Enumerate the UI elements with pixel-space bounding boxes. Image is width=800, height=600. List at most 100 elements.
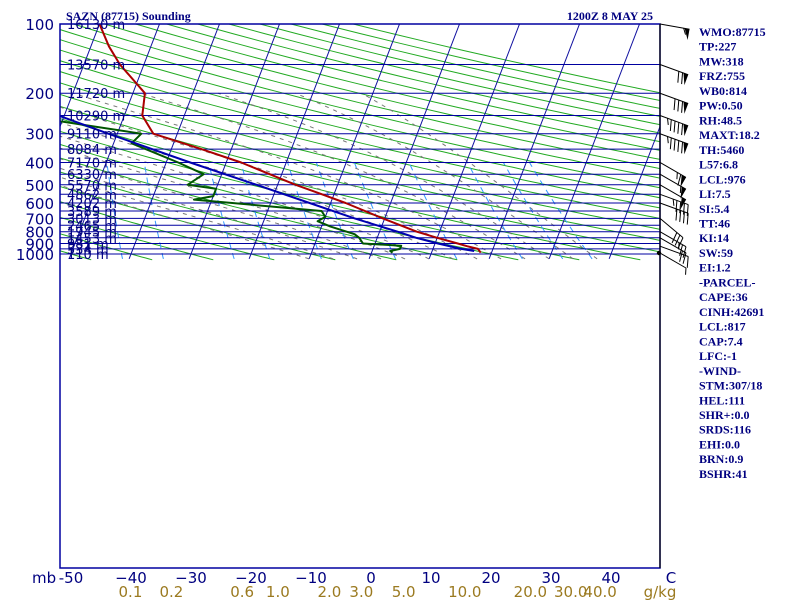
height-label: 9110 m bbox=[67, 128, 117, 143]
mixing-ratio-label: 3.0 bbox=[349, 583, 373, 600]
dry-adiabat bbox=[228, 24, 660, 126]
stability-index: CAPE:36 bbox=[699, 290, 748, 304]
pressure-tick-label: 900 bbox=[25, 235, 54, 253]
wind-barb-feather bbox=[686, 256, 689, 268]
wind-barb-feather bbox=[681, 141, 684, 154]
height-label: 11720 m bbox=[67, 87, 125, 102]
surface-wind-dot bbox=[656, 250, 662, 256]
moist-adiabat bbox=[60, 158, 382, 260]
stability-index: KI:14 bbox=[699, 231, 729, 245]
height-label: 4862 m bbox=[67, 188, 117, 203]
isotherm bbox=[608, 125, 660, 260]
mixing-ratio-label: g/kg bbox=[644, 583, 677, 600]
dry-adiabat bbox=[197, 24, 660, 134]
mixing-ratio-label: 30.0 bbox=[554, 583, 587, 600]
wind-barb-feather bbox=[677, 174, 682, 186]
mixing-ratio-line bbox=[208, 162, 235, 260]
dry-adiabat bbox=[60, 60, 660, 209]
stability-index: FRZ:755 bbox=[699, 69, 745, 83]
isotherm bbox=[488, 24, 581, 260]
pressure-tick-label: 700 bbox=[25, 210, 54, 228]
height-label: 16130 m bbox=[67, 18, 125, 33]
temperature-tick-label: C bbox=[666, 569, 676, 587]
mixing-ratio-label: 0.1 bbox=[119, 583, 143, 600]
wind-barb-pennant bbox=[680, 175, 686, 187]
isotherm bbox=[188, 24, 281, 260]
isotherm bbox=[68, 24, 161, 260]
wind-barbs bbox=[656, 23, 690, 275]
wind-barb-feather bbox=[681, 72, 684, 85]
temperature-tick-label: 0 bbox=[366, 569, 376, 587]
stability-index: PW:0.50 bbox=[699, 99, 743, 113]
pressure-tick-label: 100 bbox=[25, 16, 54, 34]
wind-barb-feather bbox=[677, 122, 680, 134]
wind-barb bbox=[659, 64, 689, 86]
mixing-ratio-line bbox=[315, 162, 354, 260]
isotherm bbox=[548, 24, 641, 260]
height-label: 5570 m bbox=[67, 179, 117, 194]
stability-index: SRDS:116 bbox=[699, 423, 751, 437]
parcel-profile bbox=[60, 115, 475, 252]
stability-index: MAXT:18.2 bbox=[699, 128, 760, 142]
height-label: 6330 m bbox=[67, 168, 117, 183]
wind-barb-staff bbox=[659, 115, 689, 127]
stability-index: BSHR:41 bbox=[699, 467, 748, 481]
profile-lines bbox=[60, 24, 482, 254]
moist-adiabat bbox=[140, 92, 526, 260]
stability-index: L57:6.8 bbox=[699, 158, 738, 172]
wind-barb-feather bbox=[667, 118, 669, 126]
stability-index: -PARCEL- bbox=[699, 275, 755, 289]
wind-barb-feather bbox=[679, 201, 682, 214]
stability-index: SHR+:0.0 bbox=[699, 408, 750, 422]
isotherm bbox=[308, 24, 401, 260]
height-label: 10290 m bbox=[67, 110, 125, 125]
pressure-tick-label: 500 bbox=[25, 177, 54, 195]
temperature-tick-label: −20 bbox=[235, 569, 267, 587]
mixing-ratio-line bbox=[467, 162, 523, 260]
dry-adiabat bbox=[60, 29, 660, 179]
mixing-ratio-label: 0.6 bbox=[230, 583, 254, 600]
wind-barb-staff bbox=[659, 162, 687, 178]
wind-barb bbox=[659, 184, 687, 210]
stability-index: LCL:976 bbox=[699, 172, 746, 186]
wind-barb-feather bbox=[673, 98, 676, 111]
wind-barb-staff bbox=[659, 184, 687, 201]
stability-index: -WIND- bbox=[699, 364, 741, 378]
wind-barb-pennant bbox=[683, 73, 689, 86]
stability-index: TH:5460 bbox=[699, 143, 744, 157]
stability-index: MW:318 bbox=[699, 54, 744, 68]
pressure-tick-label: 1000 bbox=[16, 246, 54, 264]
height-label: 110 m bbox=[67, 248, 109, 263]
wind-barb bbox=[659, 23, 690, 40]
wind-barb-feather bbox=[667, 136, 669, 144]
mixing-ratio-line bbox=[240, 162, 271, 260]
height-label: 534 m bbox=[67, 243, 109, 258]
mixing-ratio-line bbox=[287, 162, 322, 260]
temperature-tick-label: -50 bbox=[59, 569, 84, 587]
stability-index: RH:48.5 bbox=[699, 113, 742, 127]
moist-adiabat bbox=[60, 176, 334, 260]
wind-barb bbox=[659, 173, 687, 199]
mixing-ratio-label: 10.0 bbox=[448, 583, 481, 600]
wind-barb bbox=[659, 217, 684, 249]
dry-adiabat bbox=[135, 24, 660, 151]
mixing-ratio-line bbox=[143, 162, 164, 260]
wind-barb-feather bbox=[679, 244, 684, 256]
mixing-ratio-label: 40.0 bbox=[583, 583, 616, 600]
moist-adiabat bbox=[60, 135, 430, 260]
mixing-ratio-line bbox=[529, 162, 593, 260]
wind-barb bbox=[659, 231, 687, 258]
wind-barb-staff bbox=[659, 252, 687, 269]
pressure-tick-label: 800 bbox=[25, 224, 54, 242]
wind-barb-pennant bbox=[684, 28, 690, 40]
stability-index: BRN:0.9 bbox=[699, 452, 743, 466]
wind-barb-pennant bbox=[683, 142, 689, 155]
stability-index: WMO:87715 bbox=[699, 25, 766, 39]
wind-barb bbox=[659, 92, 689, 114]
isotherm bbox=[248, 24, 341, 260]
wind-barb-feather bbox=[675, 200, 678, 212]
chart-title-time: 1200Z 8 MAY 25 bbox=[567, 9, 653, 23]
stability-index: EI:1.2 bbox=[699, 261, 731, 275]
wind-barb bbox=[659, 133, 689, 155]
